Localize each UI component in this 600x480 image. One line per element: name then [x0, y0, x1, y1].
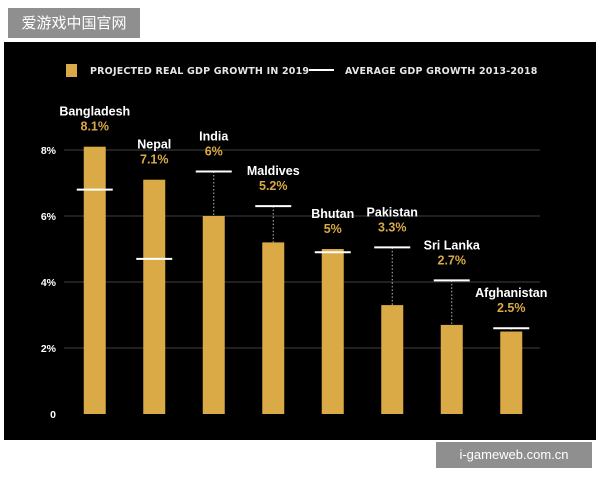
bar-india [202, 216, 225, 414]
y-tick-label: 2% [41, 343, 57, 355]
country-label: Pakistan [367, 205, 418, 219]
country-label: Bangladesh [59, 105, 130, 119]
y-tick-label: 4% [41, 277, 57, 289]
value-label: 7.1% [140, 153, 169, 167]
y-tick-label: 6% [41, 211, 57, 223]
site-url: i-gameweb.com.cn [436, 442, 592, 468]
value-label: 5.2% [259, 179, 288, 193]
bars [83, 146, 523, 414]
bar-sri-lanka [440, 324, 463, 414]
legend-label-projected: PROJECTED REAL GDP GROWTH IN 2019 [90, 66, 309, 77]
bar-bangladesh [83, 146, 106, 414]
legend: PROJECTED REAL GDP GROWTH IN 2019 AVERAG… [66, 64, 538, 77]
legend-swatch-projected [66, 64, 77, 77]
value-label: 2.5% [497, 301, 526, 315]
value-label: 3.3% [378, 220, 407, 234]
site-badge: 爱游戏中国官网 [8, 8, 140, 38]
bar-afghanistan [500, 331, 523, 414]
bar-pakistan [381, 305, 404, 414]
country-label: Afghanistan [475, 286, 547, 300]
country-label: India [199, 129, 229, 143]
bar-chart: PROJECTED REAL GDP GROWTH IN 2019 AVERAG… [41, 64, 547, 421]
country-label: Nepal [137, 138, 171, 152]
country-label: Sri Lanka [424, 238, 481, 252]
bar-bhutan [321, 249, 344, 414]
chart-panel: PROJECTED REAL GDP GROWTH IN 2019 AVERAG… [4, 42, 596, 463]
country-label: Bhutan [311, 207, 354, 221]
y-tick-label: 8% [41, 145, 57, 157]
value-label: 5% [324, 222, 342, 236]
y-axis: 0 2% 4% 6% 8% [41, 145, 57, 421]
bar-maldives [262, 242, 285, 414]
value-label: 6% [205, 144, 223, 158]
legend-label-average: AVERAGE GDP GROWTH 2013-2018 [345, 66, 538, 77]
value-label: 2.7% [438, 253, 467, 267]
country-label: Maldives [247, 164, 300, 178]
average-markers [76, 170, 530, 332]
value-label: 8.1% [81, 120, 110, 134]
bar-nepal [143, 179, 166, 414]
y-tick-label: 0 [50, 409, 56, 421]
